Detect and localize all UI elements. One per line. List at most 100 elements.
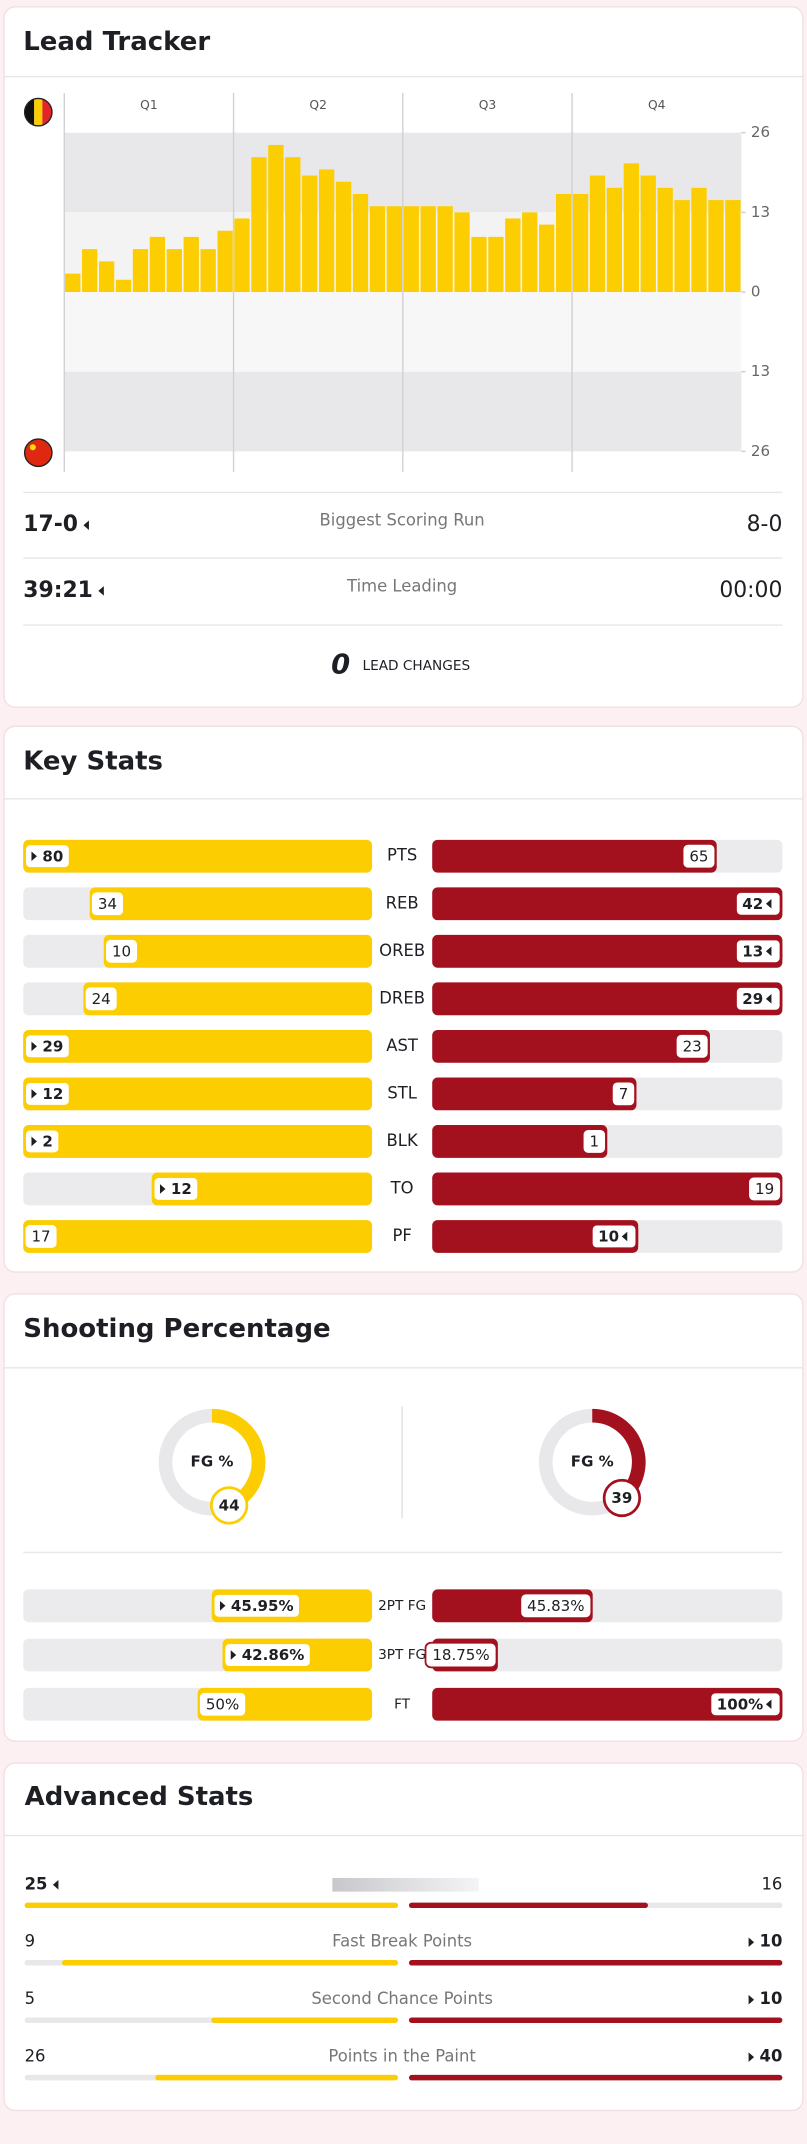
away-bar [408,1960,783,1966]
value-box [581,1128,607,1155]
card-title: Key Stats [23,746,163,776]
home-value-label: 17 [31,1228,50,1246]
lead-bar [132,249,149,293]
away-value-label: 65 [689,847,708,865]
lead-bar [302,175,318,293]
row-label: Biggest Scoring Run [320,511,485,530]
home-value: 26 [25,2047,46,2066]
donut-badge [602,1478,642,1518]
leader-arrow [52,1880,59,1890]
y-tick-label: 26 [751,123,770,141]
away-value: 40 [760,2047,783,2066]
lead-bar [505,218,521,293]
y-tick-label: 13 [751,362,770,380]
leader-arrow [31,1041,37,1052]
value-box [734,937,783,965]
away-bar [432,1125,608,1158]
home-value: 5 [25,1989,35,2008]
lead-bar [183,236,199,293]
lead-bar [217,230,233,293]
value-box [674,1033,710,1060]
hidden-label [332,1877,479,1892]
lead-bar [234,218,250,293]
value-box [151,1175,201,1203]
away-bar [432,934,783,968]
value-box [23,1127,62,1156]
stat-label: STL [387,1083,417,1102]
away-value-label: 19 [755,1180,774,1198]
quarter-label: Q1 [140,98,158,112]
leader-arrow [748,2052,755,2062]
lead-bar [691,187,707,293]
quarter-label: Q3 [479,98,497,112]
away-bar [432,839,717,873]
home-bar [103,934,373,968]
home-value: 39:21 [23,578,93,603]
value-box [198,1691,248,1718]
lead-bar [471,236,487,293]
leader-arrow [748,1994,755,2005]
lead-bar [319,169,335,293]
value-box [681,843,717,870]
lead-bar [708,200,724,293]
lead-bar [488,236,504,293]
home-value-label: 45.95% [231,1597,294,1615]
away-bar [408,2017,783,2023]
away-value-label: 13 [742,942,763,960]
lead-bar [285,157,301,293]
leader-arrow [765,994,772,1004]
home-bar [211,2017,399,2023]
shooting-card: Shooting Percentage [3,1293,804,1742]
home-flag [24,98,52,126]
lead-bar [606,187,623,293]
y-tick-label: 0 [751,283,761,301]
leader-arrow [83,520,89,531]
lead-bar [200,249,216,293]
away-value-label: 7 [619,1085,629,1103]
stat-label: 2PT FG [378,1598,426,1614]
home-value: 17-0 [23,512,78,537]
card-title: Shooting Percentage [23,1314,330,1344]
leader-arrow [31,1136,37,1147]
home-value-label: 12 [171,1180,192,1198]
lead-bar [149,236,166,293]
home-bar [89,887,373,921]
stat-label: BLK [387,1131,419,1150]
lead-changes-label: LEAD CHANGES [362,658,470,674]
home-bar [23,839,373,873]
away-value-label: 18.75% [432,1646,489,1664]
away-bar [432,1687,783,1721]
card-title: Lead Tracker [23,27,210,57]
away-value-label: 45.83% [527,1597,584,1615]
lead-bar [623,163,639,293]
value-box [23,1223,59,1250]
home-bar [155,2074,399,2081]
lead-bar [437,206,453,293]
leader-arrow [230,1650,237,1660]
leader-arrow [98,586,104,596]
value-box [708,1690,783,1718]
bar-track [432,1638,783,1672]
away-bar [432,982,783,1016]
stat-label: Second Chance Points [311,1989,493,2008]
lead-bar [555,193,572,293]
donut-value: 39 [611,1489,632,1507]
away-flag [24,439,52,467]
stat-label: 3PT FG [378,1647,426,1663]
lead-bar [522,212,538,293]
home-bar [23,1077,373,1111]
away-value: 16 [761,1874,782,1893]
leader-arrow [31,851,37,862]
lead-bar [335,181,352,293]
row-label: Time Leading [346,576,457,595]
stat-label: Points in the Paint [328,2047,476,2066]
lead-bar [674,200,690,293]
lead-bar [657,187,673,293]
home-bar [23,1029,373,1063]
lead-bar [352,193,369,293]
quarter-label: Q2 [309,98,327,112]
advanced-card: Advanced Stats [3,1762,804,2112]
away-bar [432,1220,639,1253]
lead-bar [640,175,656,293]
